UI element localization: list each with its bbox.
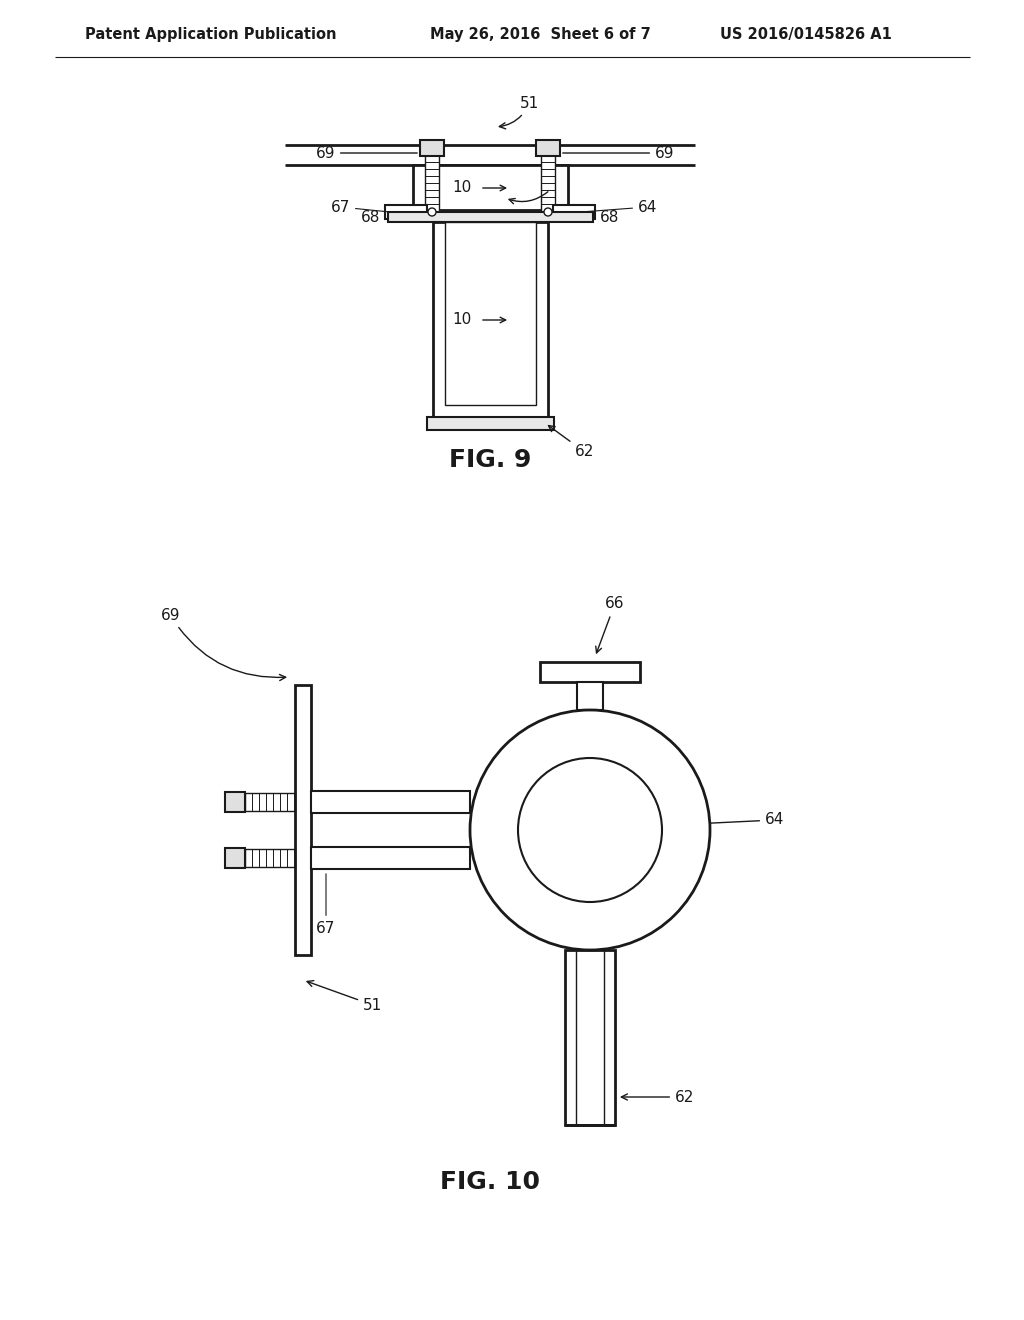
Bar [295, 685, 311, 954]
Text: 64: 64 [676, 813, 784, 828]
Bar [541, 140, 555, 218]
Text: Patent Application Publication: Patent Application Publication [85, 28, 337, 42]
Bar [536, 140, 560, 156]
Bar [245, 849, 295, 867]
Text: 66: 66 [596, 597, 625, 653]
Bar [565, 950, 615, 1125]
Text: 51: 51 [307, 981, 382, 1012]
Text: US 2016/0145826 A1: US 2016/0145826 A1 [720, 28, 892, 42]
Text: 62: 62 [622, 1089, 694, 1105]
Text: 51: 51 [500, 95, 540, 129]
Circle shape [428, 209, 436, 216]
Text: 10: 10 [453, 313, 472, 327]
Bar [388, 213, 593, 222]
Bar [433, 222, 548, 417]
Text: 69: 69 [315, 145, 417, 161]
Text: May 26, 2016  Sheet 6 of 7: May 26, 2016 Sheet 6 of 7 [430, 28, 650, 42]
Text: FIG. 9: FIG. 9 [449, 447, 531, 473]
Bar [385, 205, 427, 219]
Text: FIG. 10: FIG. 10 [440, 1170, 540, 1195]
Bar [577, 682, 603, 710]
Bar [311, 791, 470, 813]
Text: 69: 69 [563, 145, 675, 161]
Text: 68: 68 [360, 210, 380, 224]
Text: 10: 10 [453, 181, 472, 195]
Text: 62: 62 [549, 425, 594, 459]
Bar [420, 140, 444, 156]
Text: 68: 68 [600, 210, 620, 224]
Text: 67: 67 [331, 199, 387, 214]
Text: 64: 64 [584, 199, 657, 214]
Circle shape [544, 209, 552, 216]
Bar [225, 792, 245, 812]
Bar [540, 663, 640, 682]
Bar [445, 222, 536, 405]
Bar [427, 417, 554, 430]
Bar [413, 165, 568, 210]
Circle shape [470, 710, 710, 950]
Bar [245, 793, 295, 810]
Text: 67: 67 [316, 874, 336, 936]
Bar [425, 140, 439, 218]
Bar [553, 205, 595, 219]
Text: 69: 69 [161, 607, 286, 681]
Circle shape [518, 758, 662, 902]
Bar [225, 847, 245, 869]
Bar [311, 847, 470, 869]
